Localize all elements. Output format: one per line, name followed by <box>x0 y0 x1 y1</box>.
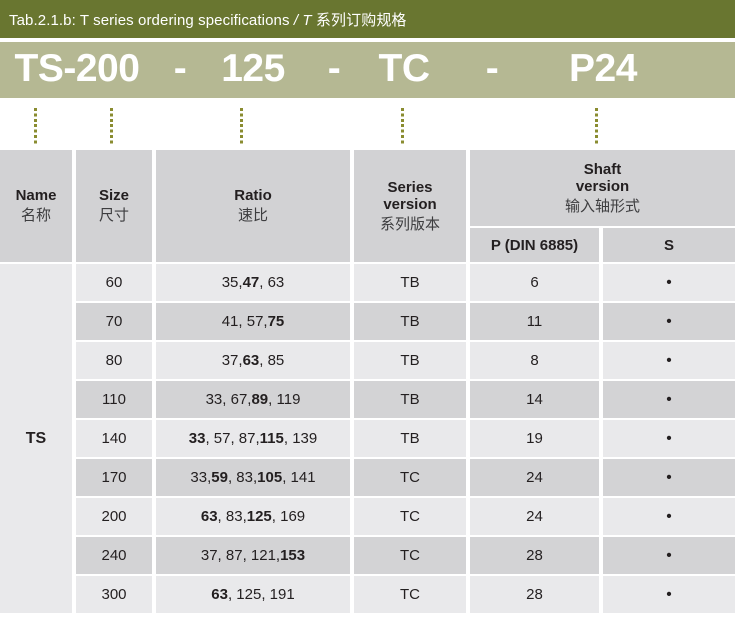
header-name: Name 名称 <box>0 150 72 262</box>
subheader-p-din6885: P (DIN 6885) <box>470 228 599 262</box>
ratio-cell: 37, 63, 85 <box>156 342 350 379</box>
s-available-dot: • <box>603 537 735 574</box>
p-din6885-cell: 19 <box>470 420 599 457</box>
ratio-cell: 33, 67, 89, 119 <box>156 381 350 418</box>
ratio-cell: 63, 125, 191 <box>156 576 350 613</box>
size-cell: 70 <box>76 303 152 340</box>
series-version-cell: TC <box>354 459 466 496</box>
dotted-connector <box>34 108 37 144</box>
p-din6885-cell: 6 <box>470 264 599 301</box>
code-segment-name: TS-200 <box>14 47 140 91</box>
size-cell: 200 <box>76 498 152 535</box>
size-cell: 300 <box>76 576 152 613</box>
series-version-cell: TB <box>354 264 466 301</box>
code-segment-size: 125 <box>221 47 285 91</box>
size-cell: 110 <box>76 381 152 418</box>
header-size: Size 尺寸 <box>76 150 152 262</box>
size-cell: 140 <box>76 420 152 457</box>
series-version-cell: TC <box>354 537 466 574</box>
series-version-cell: TB <box>354 342 466 379</box>
s-available-dot: • <box>603 342 735 379</box>
name-cell: TS <box>0 264 72 613</box>
ratio-cell: 35, 47, 63 <box>156 264 350 301</box>
subheader-s: S <box>603 228 735 262</box>
size-cell: 60 <box>76 264 152 301</box>
dotted-connector <box>110 108 113 144</box>
ratio-cell: 41, 57, 75 <box>156 303 350 340</box>
series-version-cell: TB <box>354 303 466 340</box>
header-series-version: Series version 系列版本 <box>354 150 466 262</box>
series-version-cell: TB <box>354 420 466 457</box>
code-separator: - <box>485 47 499 91</box>
series-version-cell: TC <box>354 498 466 535</box>
ratio-cell: 63, 83, 125, 169 <box>156 498 350 535</box>
s-available-dot: • <box>603 576 735 613</box>
code-segment-series: TC <box>378 47 431 91</box>
ratio-cell: 37, 87, 121, 153 <box>156 537 350 574</box>
dotted-connector <box>595 108 598 144</box>
code-separator: - <box>173 47 187 91</box>
series-version-cell: TB <box>354 381 466 418</box>
p-din6885-cell: 11 <box>470 303 599 340</box>
code-separator: - <box>327 47 341 91</box>
p-din6885-cell: 28 <box>470 576 599 613</box>
s-available-dot: • <box>603 381 735 418</box>
p-din6885-cell: 8 <box>470 342 599 379</box>
s-available-dot: • <box>603 303 735 340</box>
spec-table: Name 名称 Size 尺寸 Ratio 速比 Series version … <box>0 150 735 613</box>
s-available-dot: • <box>603 459 735 496</box>
s-available-dot: • <box>603 264 735 301</box>
ratio-cell: 33, 57, 87, 115, 139 <box>156 420 350 457</box>
size-cell: 170 <box>76 459 152 496</box>
p-din6885-cell: 24 <box>470 498 599 535</box>
p-din6885-cell: 24 <box>470 459 599 496</box>
dotted-connector <box>401 108 404 144</box>
series-version-cell: TC <box>354 576 466 613</box>
size-cell: 240 <box>76 537 152 574</box>
s-available-dot: • <box>603 420 735 457</box>
p-din6885-cell: 28 <box>470 537 599 574</box>
header-ratio: Ratio 速比 <box>156 150 350 262</box>
size-cell: 80 <box>76 342 152 379</box>
table-caption-bar: Tab.2.1.b: T series ordering specificati… <box>0 0 735 38</box>
ratio-cell: 33, 59, 83, 105, 141 <box>156 459 350 496</box>
table-caption: Tab.2.1.b: T series ordering specificati… <box>9 11 407 29</box>
code-segment-shaft: P24 <box>569 47 637 91</box>
s-available-dot: • <box>603 498 735 535</box>
ordering-code-band: TS-200 - 125 - TC - P24 <box>0 42 735 98</box>
header-shaft-version: Shaft version 输入轴形式 <box>470 150 735 226</box>
p-din6885-cell: 14 <box>470 381 599 418</box>
dotted-connector <box>240 108 243 144</box>
